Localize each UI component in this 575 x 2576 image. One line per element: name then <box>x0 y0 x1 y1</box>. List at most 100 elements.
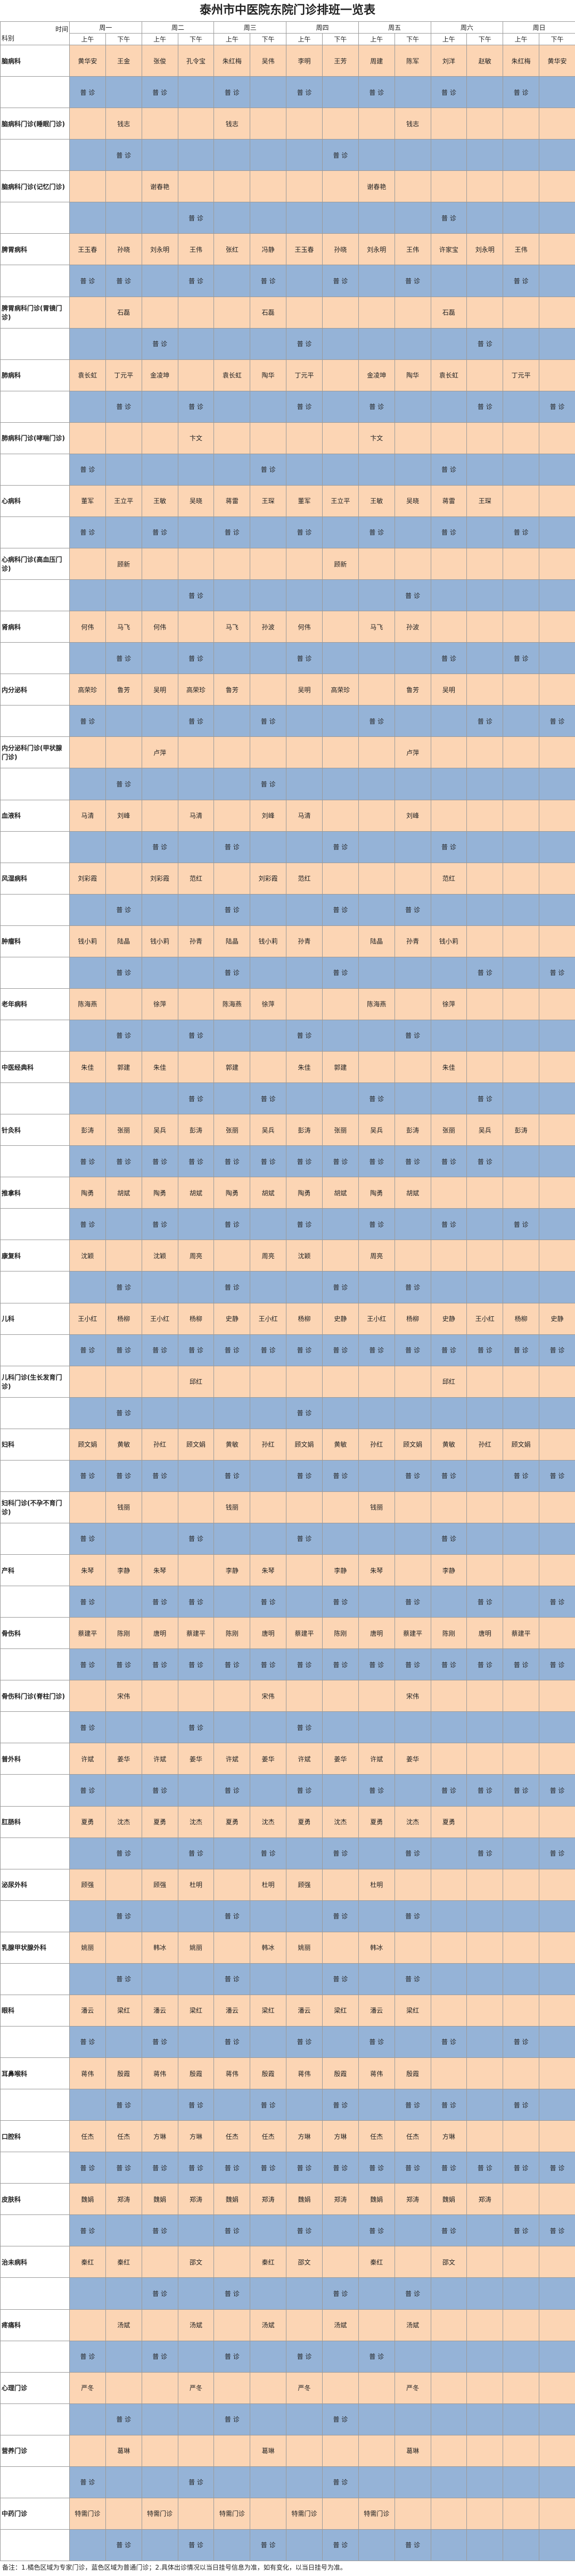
department-cell <box>0 516 70 549</box>
schedule-cell: 宋伟 <box>250 1680 287 1712</box>
schedule-cell <box>213 579 251 612</box>
schedule-cell: 王琛 <box>466 485 504 517</box>
schedule-cell: 孙波 <box>394 611 431 643</box>
schedule-cell: 普 诊 <box>539 1837 575 1869</box>
schedule-cell: 普 诊 <box>466 1145 504 1178</box>
schedule-cell <box>358 1459 395 1492</box>
schedule-cell <box>105 2497 142 2530</box>
schedule-cell <box>539 265 575 297</box>
schedule-cell: 普 诊 <box>503 2025 540 2058</box>
schedule-cell: 马清 <box>177 799 215 832</box>
schedule-cell: 普 诊 <box>177 265 215 297</box>
schedule-cell: 梁红 <box>394 1994 431 2027</box>
schedule-cell: 普 诊 <box>69 2152 106 2184</box>
schedule-cell <box>141 139 178 171</box>
schedule-cell: 卢萍 <box>141 736 178 769</box>
schedule-cell: 方琳 <box>286 2120 323 2153</box>
schedule-cell <box>466 1051 504 1084</box>
schedule-cell: 许斌 <box>358 1743 395 1775</box>
schedule-cell <box>177 1680 215 1712</box>
schedule-cell <box>250 1397 287 1429</box>
schedule-cell <box>250 736 287 769</box>
schedule-cell <box>503 1711 540 1744</box>
schedule-cell <box>430 579 467 612</box>
schedule-cell: 陈海燕 <box>358 988 395 1020</box>
department-cell: 中药门诊 <box>0 2497 70 2530</box>
schedule-cell <box>322 2025 359 2058</box>
schedule-cell <box>466 2466 504 2498</box>
schedule-cell: 黄敏 <box>105 1428 142 1461</box>
schedule-cell <box>430 1586 467 1618</box>
schedule-cell: 杜明 <box>358 1868 395 1901</box>
schedule-row: 脑病科 黄华安 王金 张俊 孔令宝 朱红梅 吴伟 李明 王芳 周建 陈军 刘洋 赵敏 朱红梅 黄华安 <box>0 44 575 77</box>
schedule-cell: 梁红 <box>250 1994 287 2027</box>
schedule-cell <box>539 2309 575 2341</box>
schedule-row: 普 诊普 诊普 诊普 诊普 诊 <box>0 2529 575 2562</box>
department-cell: 口腔科 <box>0 2120 70 2153</box>
schedule-cell: 王小红 <box>358 1302 395 1335</box>
schedule-cell: 汤斌 <box>394 2309 431 2341</box>
schedule-cell: 陶勇 <box>69 1177 106 1209</box>
schedule-cell <box>322 390 359 423</box>
schedule-cell <box>213 1837 251 1869</box>
corner-dept: 科别 <box>2 34 15 42</box>
schedule-cell: 李静 <box>105 1554 142 1587</box>
schedule-row: 针灸科 彭涛 张丽 吴兵 彭涛 张丽 吴兵 彭涛 张丽 吴兵 彭涛 张丽 吴兵 彭涛 <box>0 1114 575 1146</box>
department-cell: 儿科 <box>0 1302 70 1335</box>
schedule-cell <box>466 2372 504 2404</box>
schedule-cell <box>430 1082 467 1115</box>
schedule-cell <box>141 2403 178 2435</box>
schedule-cell: 普 诊 <box>213 1334 251 1366</box>
schedule-cell: 普 诊 <box>358 705 395 737</box>
department-cell: 眼科 <box>0 1994 70 2027</box>
schedule-cell <box>394 1554 431 1587</box>
schedule-cell: 方琳 <box>141 2120 178 2153</box>
schedule-cell: 普 诊 <box>322 1271 359 1303</box>
department-cell: 脾胃病科 <box>0 233 70 266</box>
schedule-cell: 胡斌 <box>322 1177 359 1209</box>
department-cell: 泌尿外科 <box>0 1868 70 1901</box>
schedule-cell <box>539 359 575 391</box>
schedule-cell <box>177 170 215 203</box>
schedule-cell <box>394 705 431 737</box>
department-cell: 肺病科 <box>0 359 70 391</box>
schedule-cell: 姚丽 <box>286 1931 323 1964</box>
schedule-cell <box>358 139 395 171</box>
schedule-cell <box>250 956 287 989</box>
schedule-cell <box>177 1554 215 1587</box>
schedule-cell <box>358 831 395 863</box>
schedule-cell: 普 诊 <box>322 1648 359 1681</box>
schedule-cell: 刘峰 <box>394 799 431 832</box>
department-cell: 皮肤科 <box>0 2183 70 2216</box>
schedule-cell <box>322 705 359 737</box>
department-cell <box>0 1522 70 1555</box>
schedule-cell <box>503 1397 540 1429</box>
schedule-cell <box>105 1082 142 1115</box>
schedule-cell: 陶华 <box>250 359 287 391</box>
schedule-cell <box>141 1365 178 1398</box>
schedule-cell <box>105 1711 142 1744</box>
schedule-cell: 普 诊 <box>539 1648 575 1681</box>
department-cell <box>0 831 70 863</box>
schedule-cell: 普 诊 <box>430 453 467 486</box>
schedule-row: 老年病科 陈海燕 徐萍 陈海燕 徐萍 陈海燕 徐萍 <box>0 988 575 1020</box>
schedule-cell <box>394 988 431 1020</box>
schedule-cell <box>466 736 504 769</box>
schedule-row: 普 诊普 诊普 诊普 诊普 诊普 诊普 诊 <box>0 76 575 109</box>
schedule-cell: 金凌坤 <box>358 359 395 391</box>
schedule-cell <box>466 453 504 486</box>
schedule-cell: 普 诊 <box>358 2025 395 2058</box>
schedule-cell: 卞文 <box>358 422 395 454</box>
schedule-cell <box>141 547 178 580</box>
schedule-cell <box>177 736 215 769</box>
department-cell <box>0 1711 70 1744</box>
schedule-cell: 普 诊 <box>250 265 287 297</box>
schedule-row: 普 诊普 诊普 诊普 诊 <box>0 1522 575 1555</box>
schedule-cell <box>466 2246 504 2278</box>
schedule-cell: 吴晓 <box>394 485 431 517</box>
schedule-cell: 杨柳 <box>177 1302 215 1335</box>
schedule-cell <box>141 453 178 486</box>
schedule-cell <box>286 2277 323 2310</box>
schedule-cell <box>539 2466 575 2498</box>
schedule-cell: 黄敏 <box>213 1428 251 1461</box>
